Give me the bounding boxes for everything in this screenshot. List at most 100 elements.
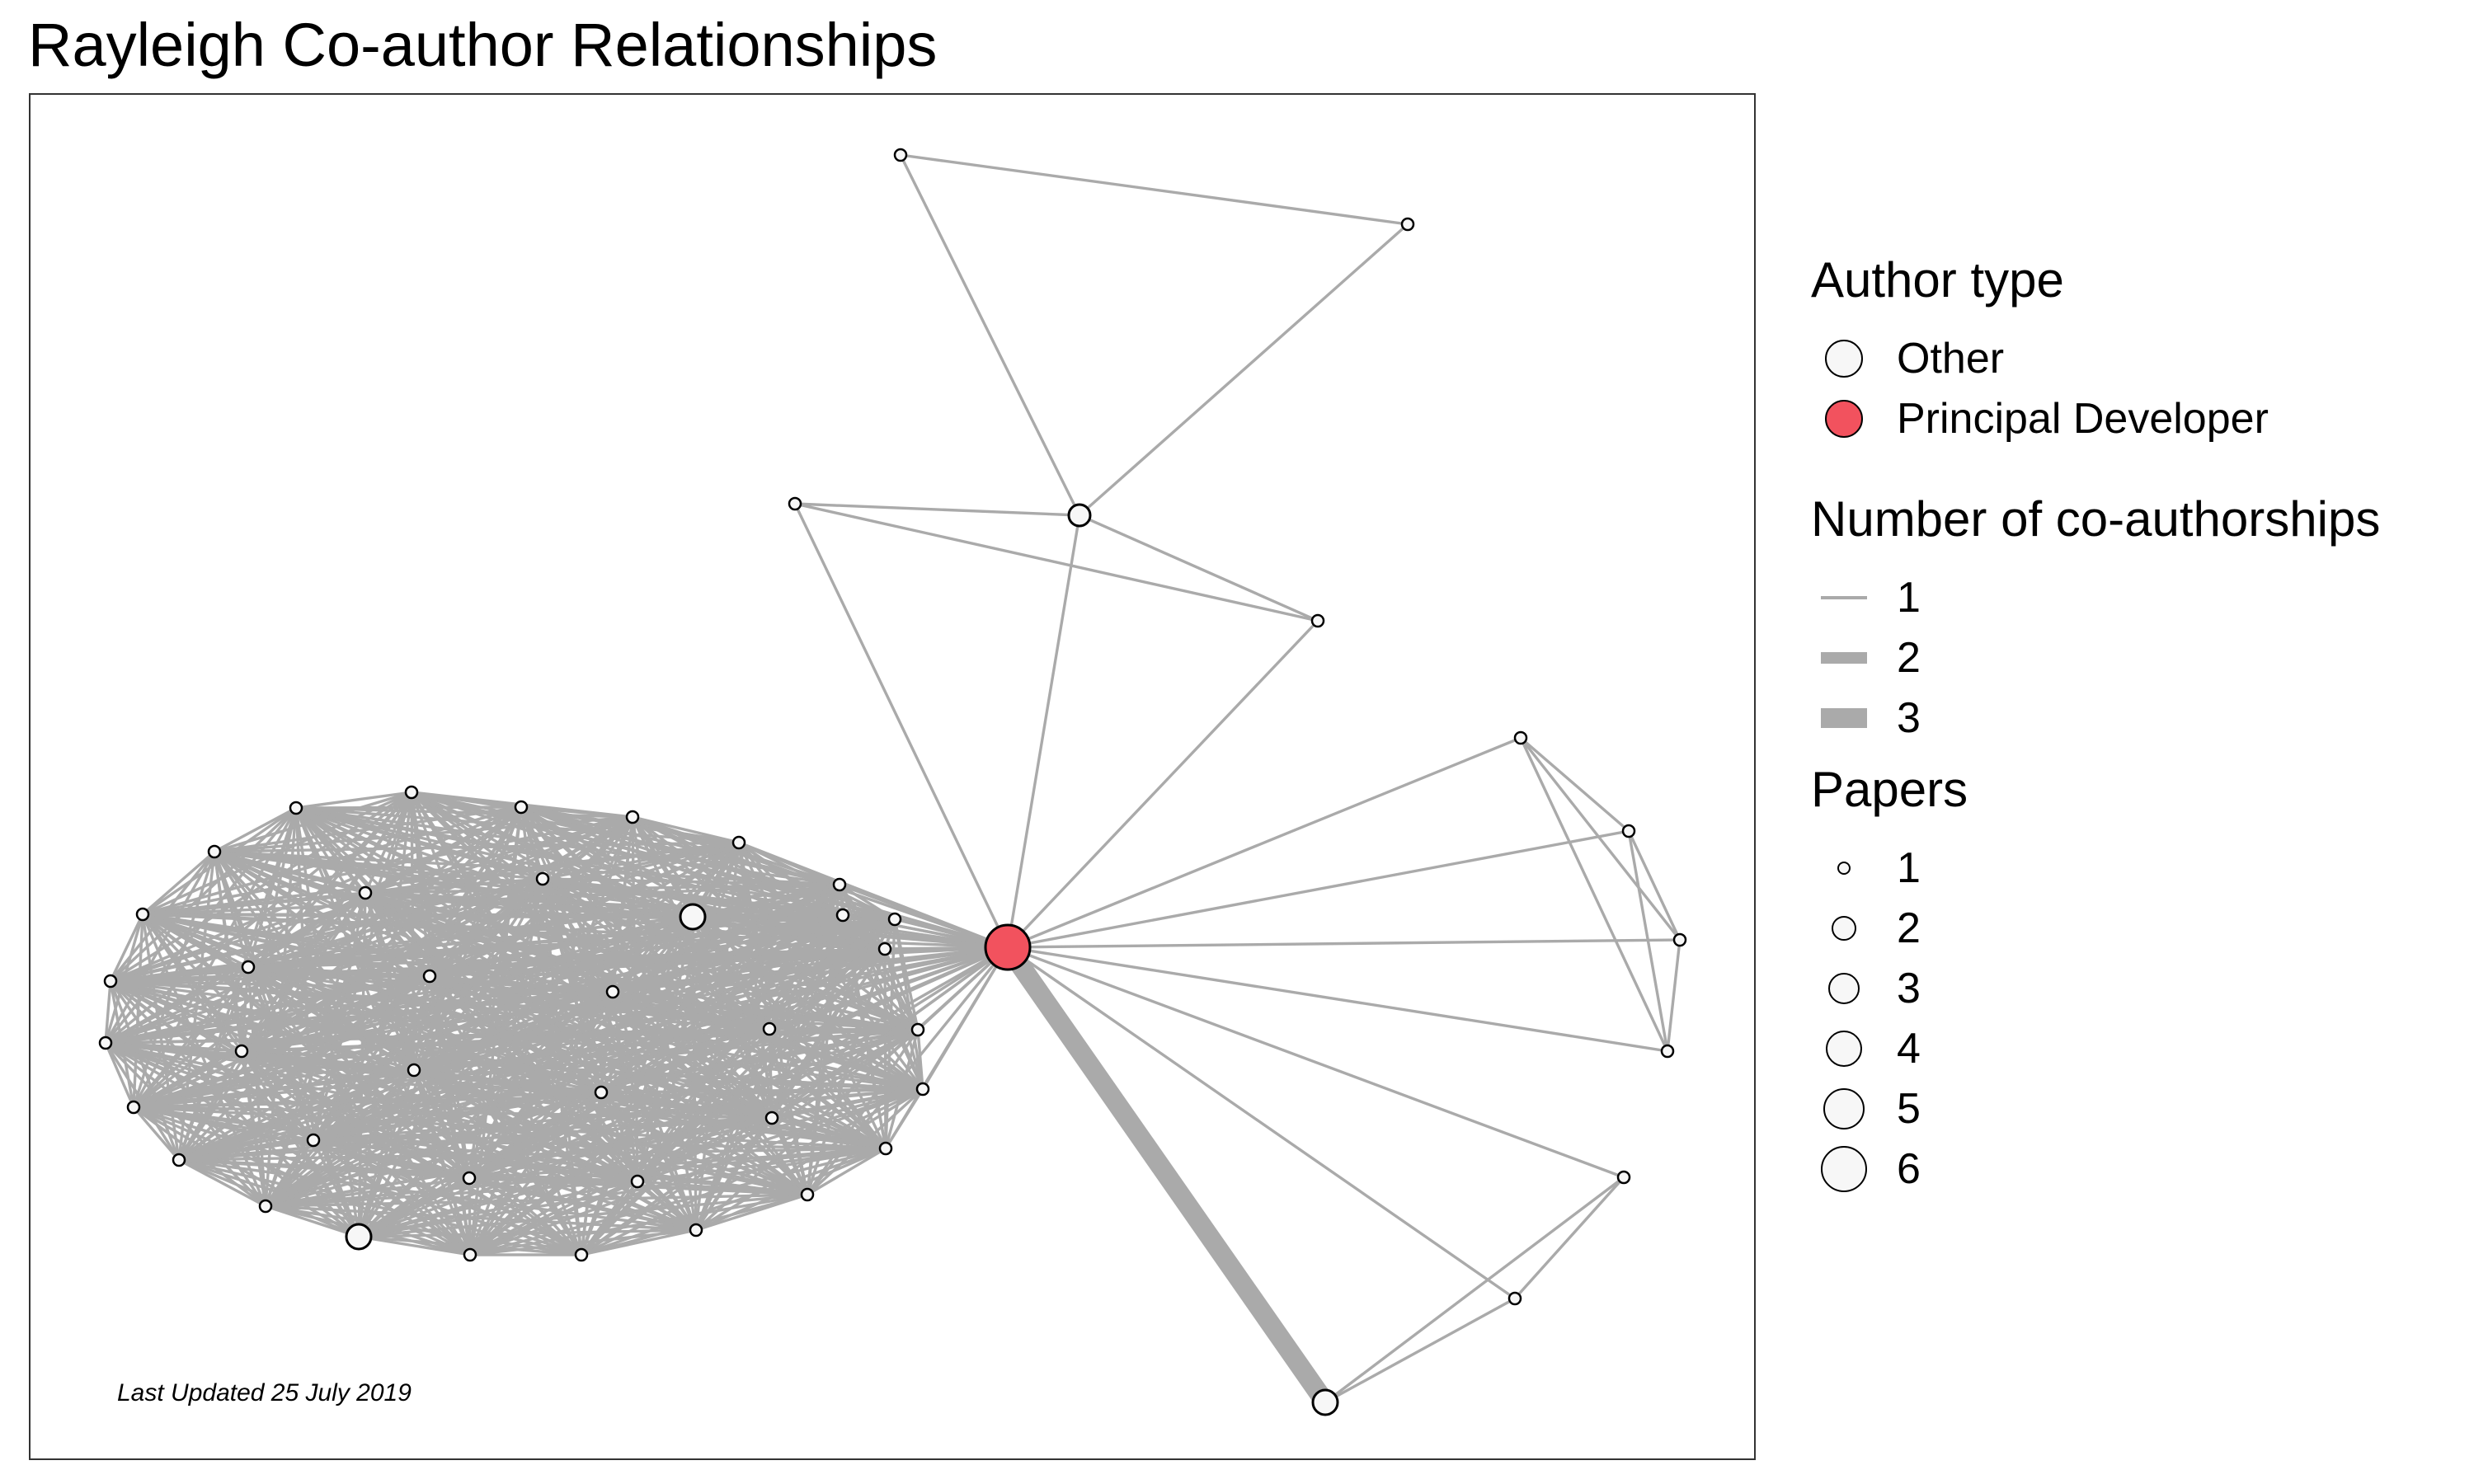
author-node (835, 908, 850, 923)
author-node (910, 1022, 925, 1037)
coauthor-edge (313, 1091, 602, 1142)
coauthor-edge (177, 877, 544, 1162)
author-node (893, 148, 908, 162)
coauthor-edge (807, 1147, 887, 1196)
legend-coauthorships-title: Number of co-authorships (1811, 491, 2381, 547)
author-node (535, 871, 550, 886)
author-node (345, 1223, 373, 1251)
legend-label-papers-2: 2 (1897, 904, 1921, 952)
coauthor-edge (313, 1068, 415, 1142)
author-node (764, 1111, 779, 1125)
line-width-3-swatch (1821, 707, 1867, 728)
coauthor-edge (1324, 1297, 1516, 1404)
legend-label-other: Other (1897, 334, 2005, 383)
coauthor-edge (241, 1050, 638, 1183)
paper-size-5-swatch (1823, 1087, 1865, 1129)
author-node (625, 810, 640, 824)
coauthor-edge (542, 841, 740, 881)
author-node (877, 942, 892, 956)
author-node (422, 969, 437, 984)
coauthor-edge (636, 1180, 698, 1232)
legend-label-coauth-1: 1 (1897, 573, 1921, 622)
author-node (289, 801, 303, 815)
coauthor-edge (104, 1041, 267, 1208)
coauthor-edge (265, 1116, 773, 1208)
coauthor-edge (1519, 737, 1669, 1052)
coauthor-edge (241, 918, 896, 1053)
author-node (1310, 613, 1325, 628)
edges-layer (104, 153, 1681, 1408)
coauthor-edge (312, 791, 413, 1141)
coauthor-edge (541, 877, 887, 1150)
coauthor-edge (636, 1027, 771, 1183)
coauthor-edge (806, 914, 844, 1195)
coauthor-edge (133, 1106, 582, 1256)
legend-item-other: Other (1811, 328, 2462, 388)
coauthor-edge (600, 1092, 639, 1182)
coauthor-edge (110, 891, 366, 983)
coauthor-edge (1078, 223, 1409, 517)
coauthor-edge (247, 966, 315, 1141)
author-node (1672, 932, 1687, 947)
coauthor-edge (468, 918, 896, 1180)
author-node (800, 1187, 815, 1202)
coauthor-edge (265, 1205, 360, 1238)
coauthor-edge (178, 1139, 314, 1162)
legend-item-coauth-1: 1 (1811, 567, 2462, 627)
coauthor-edge (265, 1176, 470, 1208)
coauthor-edge (413, 913, 844, 1072)
coauthor-edge (132, 1106, 181, 1162)
author-node (258, 1199, 273, 1214)
coauthor-edge (241, 974, 430, 1053)
coauthor-edge (468, 1027, 770, 1180)
coauthor-edge (1007, 829, 1630, 949)
coauthor-edge (213, 851, 243, 1052)
coauthor-edge (1007, 946, 1668, 1053)
coauthor-edge (429, 974, 773, 1120)
coauthor-edge (413, 1068, 808, 1196)
legend-coauthorships: Number of co-authorships 1 2 3 (1811, 491, 2462, 742)
coauthor-edge (213, 851, 315, 1141)
coauthor-edge (133, 946, 1009, 1109)
legend-label-coauth-3: 3 (1897, 693, 1921, 742)
author-node (594, 1085, 609, 1100)
coauthor-edge (213, 850, 639, 1183)
legend-item-papers-5: 5 (1811, 1078, 2462, 1139)
coauthor-edge (247, 965, 471, 1180)
author-node (1507, 1291, 1522, 1306)
coauthor-edge (365, 891, 614, 993)
author-node (630, 1174, 645, 1189)
coauthor-edge (793, 503, 1009, 948)
legend-item-papers-4: 4 (1811, 1018, 2462, 1078)
author-node (514, 800, 529, 815)
author-node (98, 1036, 113, 1050)
author-node (679, 903, 707, 931)
coauthor-edge (1079, 514, 1319, 622)
coauthor-edge (469, 1180, 638, 1256)
coauthor-edge (240, 1050, 315, 1142)
coauthor-edge (839, 883, 1009, 949)
coauthor-edge (142, 791, 412, 916)
coauthor-edge (213, 850, 471, 1180)
author-node (126, 1100, 141, 1115)
coauthor-edge (469, 1193, 808, 1256)
coauthor-edge (105, 1041, 773, 1120)
coauthor-edge (365, 891, 896, 921)
coauthor-edge (214, 806, 297, 853)
coauthor-edge (313, 1116, 773, 1142)
coauthor-edge (178, 1158, 471, 1256)
coauthor-edge (312, 975, 431, 1141)
coauthor-edge (214, 850, 1009, 949)
coauthor-edge (364, 892, 471, 1179)
coauthor-edge (178, 1158, 638, 1183)
coauthor-edge (247, 791, 413, 969)
coauthor-edge (365, 891, 770, 1031)
author-node (1660, 1044, 1675, 1059)
coauthor-edge (806, 946, 1009, 1196)
coauthor-edge (247, 915, 694, 969)
legend-item-papers-2: 2 (1811, 898, 2462, 958)
coauthor-edge (520, 805, 1009, 949)
coauthor-edge (413, 1027, 770, 1072)
coauthor-edge (133, 1106, 470, 1180)
coauthor-edge (1007, 938, 1681, 949)
